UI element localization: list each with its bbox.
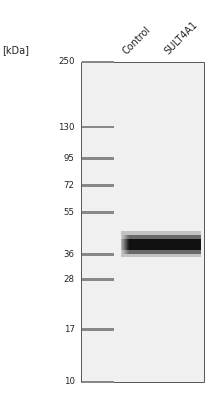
Bar xyxy=(125,234,126,254)
Text: 17: 17 xyxy=(64,325,75,334)
Bar xyxy=(82,126,114,128)
Bar xyxy=(126,234,127,254)
Bar xyxy=(121,242,201,254)
Bar xyxy=(121,238,201,250)
Bar xyxy=(121,234,122,254)
Bar xyxy=(121,234,201,246)
Bar xyxy=(121,231,201,242)
Bar xyxy=(82,328,114,331)
Bar xyxy=(82,211,114,214)
Bar xyxy=(81,62,204,382)
Text: 36: 36 xyxy=(64,250,75,259)
Bar xyxy=(82,60,114,63)
Text: 10: 10 xyxy=(64,378,75,386)
Bar xyxy=(122,234,123,254)
Bar xyxy=(128,234,129,254)
Bar xyxy=(123,234,124,254)
Bar xyxy=(82,253,114,256)
Bar xyxy=(82,157,114,160)
Bar xyxy=(82,381,114,383)
Bar xyxy=(82,184,114,187)
Bar xyxy=(121,246,201,257)
Text: 95: 95 xyxy=(64,154,75,163)
Bar xyxy=(127,234,128,254)
Bar xyxy=(124,234,125,254)
Text: 55: 55 xyxy=(64,208,75,217)
Text: 130: 130 xyxy=(58,122,75,132)
Text: [kDa]: [kDa] xyxy=(2,45,29,55)
Text: 72: 72 xyxy=(64,181,75,190)
Text: 250: 250 xyxy=(58,58,75,66)
Bar xyxy=(82,278,114,281)
Text: 28: 28 xyxy=(64,275,75,284)
Text: Control: Control xyxy=(121,24,153,56)
Text: SULT4A1: SULT4A1 xyxy=(163,19,200,56)
